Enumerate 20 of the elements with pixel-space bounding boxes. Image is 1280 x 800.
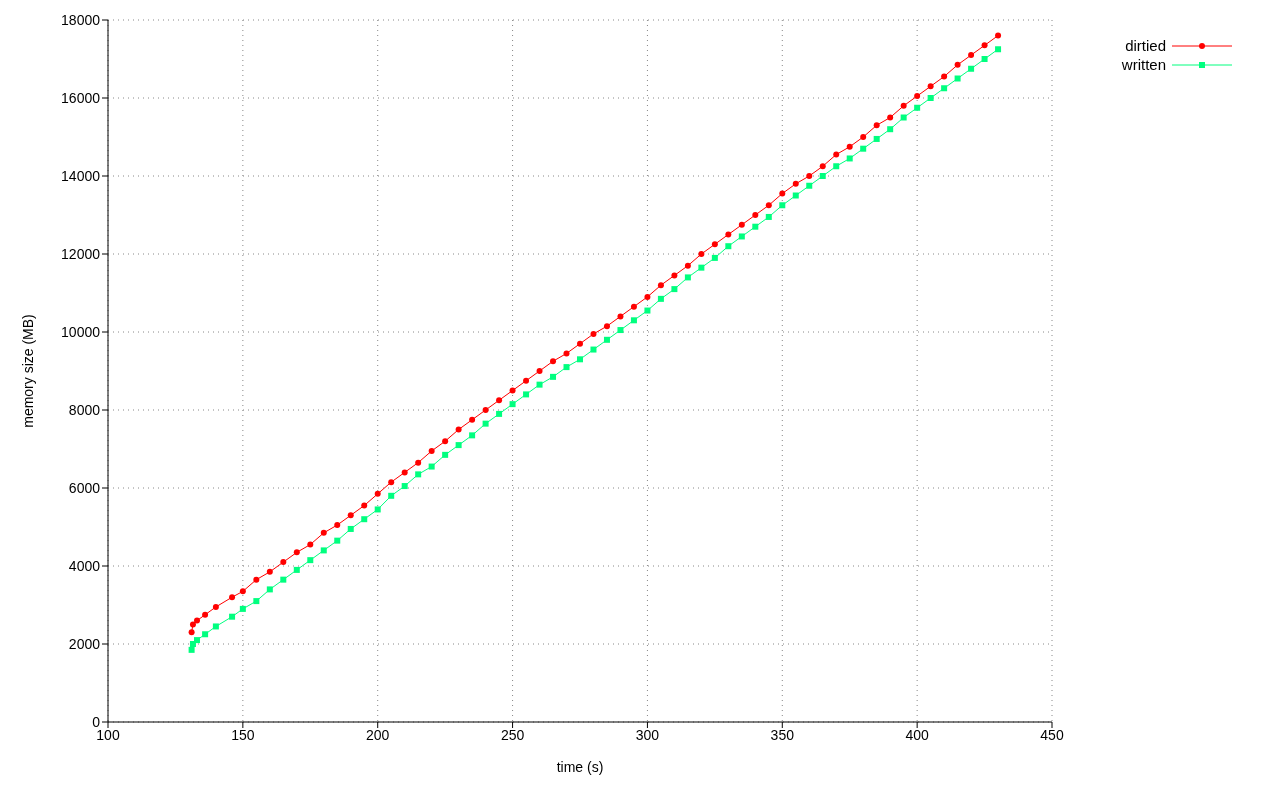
y-tick-label: 10000 xyxy=(61,323,101,340)
x-axis-title: time (s) xyxy=(556,759,604,775)
y-tick-label: 2000 xyxy=(68,635,101,652)
x-tick-label: 450 xyxy=(1040,726,1064,743)
x-tick-label: 250 xyxy=(500,726,525,743)
y-tick-label: 6000 xyxy=(68,479,101,496)
y-axis-title: memory size (MB) xyxy=(19,314,36,428)
y-tick-label: 18000 xyxy=(61,11,101,28)
legend-label: written xyxy=(1121,56,1166,73)
y-tick-label: 14000 xyxy=(61,167,101,184)
x-tick-label: 150 xyxy=(231,726,255,743)
y-tick-label: 4000 xyxy=(68,557,101,574)
x-tick-label: 350 xyxy=(770,726,795,743)
x-tick-label: 400 xyxy=(905,726,930,743)
y-tick-label: 16000 xyxy=(61,89,101,106)
x-tick-label: 200 xyxy=(366,726,390,743)
y-tick-label: 8000 xyxy=(68,401,101,418)
legend-label: dirtied xyxy=(1125,37,1166,54)
y-tick-label: 12000 xyxy=(61,245,101,262)
x-tick-label: 300 xyxy=(635,726,660,743)
